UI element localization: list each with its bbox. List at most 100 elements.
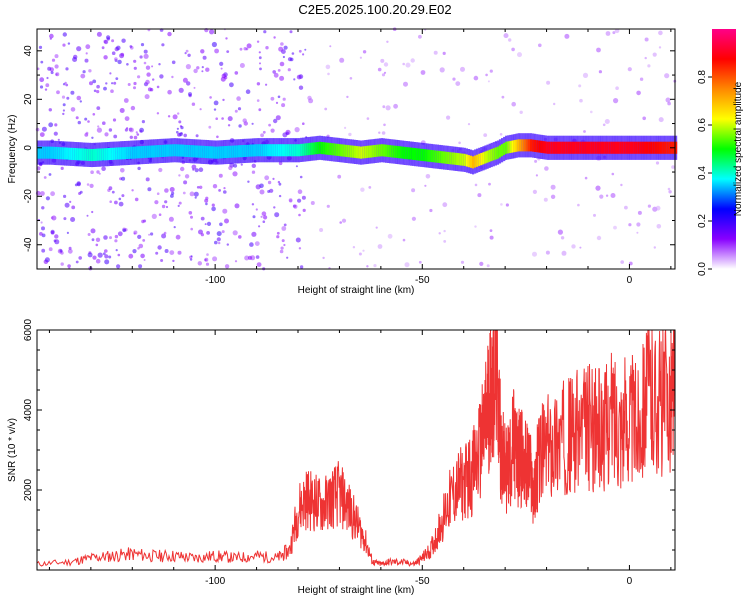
- spectrogram-noise-cell: [114, 200, 118, 205]
- spectrogram-noise-cell: [110, 89, 114, 93]
- spectrogram-noise-cell: [179, 132, 183, 137]
- spectrogram-ridge-cell: [121, 147, 125, 160]
- spectrogram-ridge-cell: [128, 146, 131, 159]
- spectrogram-noise-cell: [485, 73, 488, 77]
- spectrogram-noise-cell: [362, 249, 365, 252]
- spectrogram-ridge-cell: [246, 144, 249, 157]
- spectrogram-ridge-cell: [641, 141, 645, 154]
- colorbar: 0.0 0.2 0.4 0.6 0.8 Normalized spectral ampl…: [697, 29, 744, 276]
- spectrogram-noise-cell: [582, 72, 589, 78]
- spectrogram-noise-cell: [96, 84, 100, 89]
- spectrogram-ridge-cell: [242, 145, 245, 158]
- spectrogram-ridge-cell: [262, 144, 265, 157]
- spectrogram-noise-cell: [380, 58, 385, 63]
- spectrogram-noise-cell: [234, 203, 240, 209]
- spectrogram-noise-cell: [596, 235, 602, 241]
- spectrogram-noise-cell: [129, 127, 134, 133]
- spectrogram-noise-cell: [487, 80, 490, 83]
- spectrogram-noise-cell: [87, 252, 93, 258]
- spectrogram-ridge-cell: [331, 143, 334, 156]
- spectrogram-noise-cell: [270, 96, 275, 101]
- spectrogram-noise-cell: [119, 53, 125, 59]
- spectrogram-noise-cell: [112, 118, 117, 122]
- spectrogram-ridge-cell: [509, 140, 512, 153]
- colorbar-label: Normalized spectral amplitude: [733, 81, 744, 216]
- spectrogram-noise-cell: [133, 59, 137, 63]
- spectrogram-noise-cell: [96, 127, 102, 133]
- spectrogram-ridge-cell: [314, 142, 317, 155]
- spectrogram-noise-cell: [268, 123, 271, 127]
- spectrogram-noise-cell: [596, 47, 601, 53]
- spectrogram-noise-cell: [377, 244, 383, 249]
- spectrogram-noise-cell: [177, 133, 180, 137]
- spectrogram-ridge-cell: [635, 141, 638, 154]
- spectrogram-noise-cell: [177, 204, 180, 207]
- spectrogram-ridge-cell: [490, 149, 493, 162]
- spectrogram-noise-cell: [38, 45, 43, 50]
- spectrogram-ridge-cell: [240, 145, 243, 158]
- spectrogram-ridge-cell: [426, 149, 429, 162]
- spectrogram-ridge-cell: [55, 146, 58, 159]
- spectrogram-noise-cell: [557, 229, 564, 235]
- spectrogram-noise-cell: [149, 88, 154, 92]
- spectrogram-ridge-cell: [447, 151, 450, 164]
- spectrogram-ridge-cell: [66, 147, 69, 160]
- spectrogram-noise-cell: [133, 66, 137, 70]
- spectrogram-noise-cell: [299, 175, 303, 179]
- spectrogram-noise-cell: [486, 264, 490, 268]
- spectrogram-noise-cell: [644, 37, 649, 42]
- spectrogram-noise-cell: [143, 53, 149, 59]
- spectrogram-ridge-cell: [627, 141, 630, 154]
- spectrogram-noise-cell: [288, 198, 293, 203]
- spectrogram-noise-cell: [272, 70, 277, 74]
- spectrogram-noise-cell: [151, 213, 157, 219]
- spectrogram-noise-cell: [146, 72, 151, 77]
- spectrogram-noise-cell: [593, 213, 596, 217]
- spectrogram-noise-cell: [154, 200, 159, 205]
- spectrogram-noise-cell: [275, 101, 279, 104]
- spectrogram-noise-cell: [297, 189, 303, 194]
- spectrogram-ridge-cell: [596, 141, 599, 154]
- spectrogram-noise-cell: [173, 226, 176, 229]
- spectrogram-noise-cell: [366, 117, 370, 120]
- spectrogram-noise-cell: [117, 59, 122, 65]
- spectrogram-noise-cell: [62, 32, 67, 37]
- spectrogram-ridge-cell: [124, 147, 127, 160]
- spectrogram-ridge-cell: [82, 148, 85, 161]
- spectrogram-noise-cell: [158, 167, 163, 173]
- spectrogram-noise-cell: [577, 203, 580, 207]
- spectrogram-ridge-cell: [248, 144, 251, 157]
- spectrogram-ridge-cell: [378, 144, 381, 157]
- spectrogram-noise-cell: [98, 172, 101, 175]
- spectrogram-noise-cell: [310, 201, 315, 205]
- spectrogram-ridge-cell: [637, 141, 640, 154]
- spectrogram-noise-cell: [274, 212, 280, 218]
- spectrogram-ridge-cell: [53, 146, 56, 159]
- spectrogram-noise-cell: [658, 117, 664, 123]
- spectrogram-ridge-cell: [573, 141, 576, 154]
- spectrogram-ridge-cell: [72, 147, 75, 160]
- spectrogram-ridge-cell: [177, 144, 181, 157]
- spectrogram-noise-cell: [157, 245, 162, 250]
- spectrogram-ridge-cell: [302, 143, 305, 156]
- spectrogram-noise-cell: [216, 135, 219, 139]
- spectrogram-noise-cell: [658, 30, 663, 36]
- spectrogram-noise-cell: [138, 264, 143, 269]
- spectrogram-noise-cell: [128, 253, 134, 259]
- spectrogram-noise-cell: [322, 256, 325, 260]
- spectrogram-noise-cell: [143, 49, 148, 54]
- spectrogram-noise-cell: [429, 208, 433, 213]
- spectrogram-noise-cell: [48, 173, 52, 176]
- spectrogram-noise-cell: [39, 132, 45, 138]
- spectrogram-noise-cell: [62, 112, 65, 116]
- spectrogram-noise-cell: [254, 241, 260, 247]
- spectrogram-ridge-cell: [399, 146, 402, 159]
- spectrogram-noise-cell: [104, 254, 109, 259]
- spectrogram-noise-cell: [296, 74, 302, 80]
- spectrogram-noise-cell: [579, 98, 583, 103]
- spectrogram-ridge-cell: [619, 141, 622, 154]
- snr-x-axis-label: Height of straight line (km): [298, 585, 415, 596]
- spectrogram-ridge-cell: [501, 144, 504, 157]
- spectrogram-ridge-cell: [469, 155, 473, 168]
- spectrogram-ridge-cell: [148, 145, 152, 158]
